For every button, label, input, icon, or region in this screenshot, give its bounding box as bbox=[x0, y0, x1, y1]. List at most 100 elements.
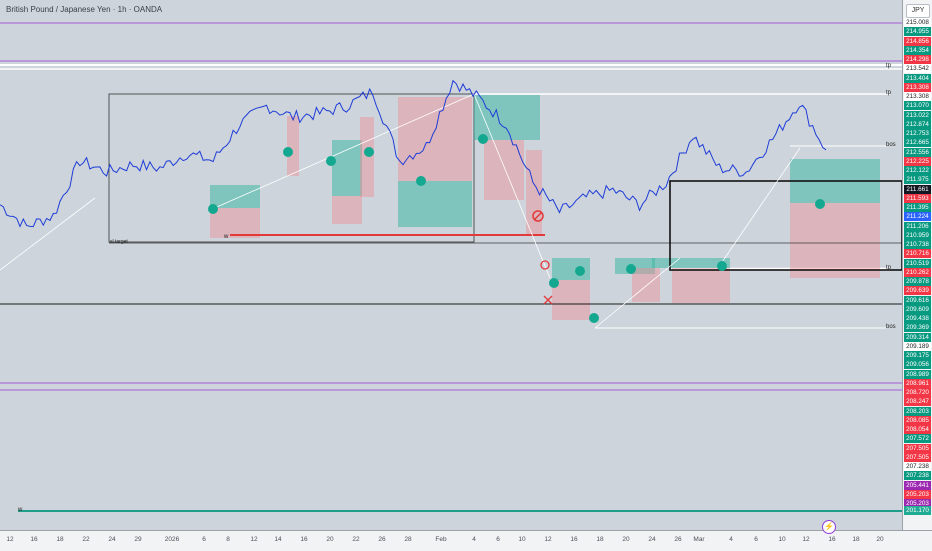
price-label: 212.225 bbox=[904, 156, 931, 166]
price-label: 201.170 bbox=[904, 506, 931, 515]
lightning-icon[interactable]: ⚡ bbox=[822, 520, 836, 534]
price-label: 213.070 bbox=[904, 101, 931, 111]
price-label: 213.022 bbox=[904, 110, 931, 120]
price-label: 209.314 bbox=[904, 332, 931, 342]
price-label: 207.505 bbox=[904, 443, 931, 453]
time-label: 20 bbox=[622, 536, 630, 543]
price-label: 213.404 bbox=[904, 73, 931, 83]
price-label: 211.395 bbox=[904, 203, 931, 212]
entry-dot bbox=[589, 313, 599, 323]
tp-zone-4 bbox=[474, 95, 540, 140]
symbol-title: British Pound / Japanese Yen · 1h · OAND… bbox=[6, 5, 163, 14]
time-label: 20 bbox=[326, 536, 334, 543]
price-label: 209.609 bbox=[904, 304, 931, 314]
tp-top-label: tp bbox=[886, 90, 892, 96]
price-label: 208.961 bbox=[904, 378, 931, 388]
entry-dot bbox=[815, 199, 825, 209]
price-label: 208.203 bbox=[904, 406, 931, 416]
price-label: 205.203 bbox=[904, 489, 931, 499]
price-label: 209.056 bbox=[904, 360, 931, 370]
bos-lower-label: bos bbox=[886, 324, 896, 330]
time-label: 4 bbox=[472, 536, 476, 543]
time-label: 14 bbox=[274, 536, 282, 543]
sl-zone bbox=[210, 208, 260, 238]
price-label: 209.438 bbox=[904, 314, 931, 323]
trend-5 bbox=[719, 147, 801, 266]
price-label: 212.874 bbox=[904, 119, 931, 129]
entry-dot bbox=[416, 176, 426, 186]
price-label: 211.661 bbox=[904, 184, 931, 194]
time-label: 26 bbox=[378, 536, 386, 543]
price-label: 209.369 bbox=[904, 323, 931, 333]
time-axis[interactable] bbox=[0, 530, 932, 551]
stop-x bbox=[543, 295, 553, 305]
red-zone-8 bbox=[632, 268, 660, 302]
price-label: 208.085 bbox=[904, 415, 931, 425]
bos-label: bos bbox=[886, 142, 896, 148]
tp-zone-2 bbox=[332, 140, 362, 196]
sl-target-label: sl target bbox=[110, 239, 128, 245]
time-label: 10 bbox=[778, 536, 786, 543]
time-label: 2026 bbox=[164, 536, 180, 543]
price-label: 213.542 bbox=[904, 64, 931, 74]
red-zone-4 bbox=[398, 97, 472, 181]
price-label: 214.955 bbox=[904, 27, 931, 37]
price-label: 214.856 bbox=[904, 36, 931, 46]
price-label: 209.175 bbox=[904, 351, 931, 360]
price-label: 215.008 bbox=[904, 18, 931, 27]
time-label: 18 bbox=[56, 536, 64, 543]
range-box-2 bbox=[669, 180, 902, 271]
red-zone-1 bbox=[287, 116, 299, 176]
price-label: 211.975 bbox=[904, 175, 931, 185]
tp-zone bbox=[210, 185, 260, 208]
red-zone-9 bbox=[672, 268, 730, 303]
entry-dot bbox=[717, 261, 727, 271]
tp-mid-label: tp bbox=[886, 265, 892, 271]
price-label: 207.238 bbox=[904, 462, 931, 471]
tp-zone-7 bbox=[652, 258, 730, 268]
chart-pane[interactable]: British Pound / Japanese Yen · 1h · OAND… bbox=[0, 0, 902, 530]
w-bottom-label: w bbox=[18, 507, 23, 513]
trend-3 bbox=[473, 93, 551, 279]
price-label: 214.354 bbox=[904, 45, 931, 55]
price-label: 211.593 bbox=[904, 193, 931, 203]
price-label: 214.298 bbox=[904, 55, 931, 64]
red-zone-2 bbox=[332, 196, 362, 224]
entry-dot bbox=[208, 204, 218, 214]
entry-dot bbox=[364, 147, 374, 157]
trend-4 bbox=[594, 257, 681, 329]
entry-dot bbox=[283, 147, 293, 157]
price-label: 212.556 bbox=[904, 147, 931, 157]
time-label: 22 bbox=[352, 536, 360, 543]
red-zone-7 bbox=[552, 280, 590, 320]
price-chart-svg[interactable] bbox=[0, 0, 902, 530]
price-label: 210.519 bbox=[904, 258, 931, 268]
price-label: 211.206 bbox=[904, 221, 931, 231]
price-label: 213.308 bbox=[904, 92, 931, 101]
time-label: 16 bbox=[30, 536, 38, 543]
sl-zone-8 bbox=[790, 203, 880, 278]
time-label: 22 bbox=[82, 536, 90, 543]
tp-zone-3 bbox=[398, 181, 472, 227]
price-label: 213.308 bbox=[904, 82, 931, 92]
entry-dot bbox=[478, 134, 488, 144]
entry-dot bbox=[326, 156, 336, 166]
time-label: 6 bbox=[754, 536, 758, 543]
time-label: 12 bbox=[544, 536, 552, 543]
price-label: 205.203 bbox=[904, 499, 931, 508]
price-label: 207.238 bbox=[904, 471, 931, 481]
red-zone-5 bbox=[484, 140, 524, 200]
time-label: 8 bbox=[226, 536, 230, 543]
currency-button[interactable]: JPY bbox=[906, 4, 930, 18]
time-label: 16 bbox=[828, 536, 836, 543]
price-label: 207.505 bbox=[904, 452, 931, 462]
price-label: 209.616 bbox=[904, 295, 931, 305]
time-label: Feb bbox=[435, 536, 447, 543]
time-label: 12 bbox=[250, 536, 258, 543]
entry-dot bbox=[549, 278, 559, 288]
time-label: 26 bbox=[674, 536, 682, 543]
time-label: 16 bbox=[300, 536, 308, 543]
price-line bbox=[0, 79, 827, 228]
time-label: 12 bbox=[6, 536, 14, 543]
price-label: 205.441 bbox=[904, 480, 931, 490]
